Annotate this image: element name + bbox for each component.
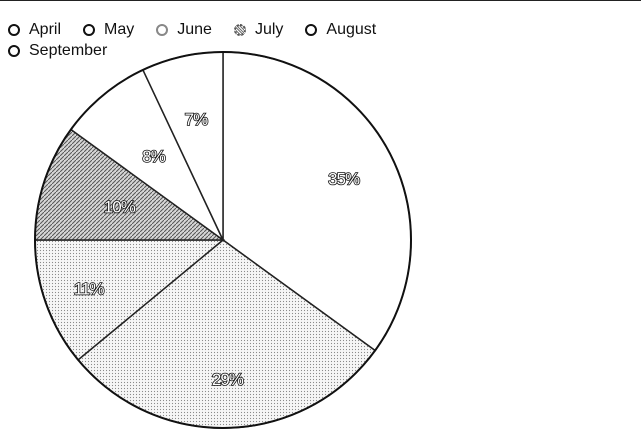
legend-marker-august xyxy=(305,23,318,36)
legend-marker-june xyxy=(156,23,169,36)
top-border xyxy=(0,0,641,1)
legend-item-april[interactable]: April xyxy=(8,20,61,39)
legend-item-july[interactable]: July xyxy=(233,20,284,39)
slice-label-may: 29% xyxy=(212,370,244,389)
legend-item-june[interactable]: June xyxy=(156,20,212,39)
legend-marker-april xyxy=(8,23,20,36)
chart-legend: April May June July August September xyxy=(8,20,478,60)
legend-item-may[interactable]: May xyxy=(83,20,134,39)
slice-label-april: 35% xyxy=(328,170,360,189)
legend-label-july: July xyxy=(254,21,284,38)
legend-marker-may xyxy=(83,23,96,36)
pie-outline xyxy=(34,51,412,429)
legend-label-june: June xyxy=(177,21,212,38)
legend-label-may: May xyxy=(104,21,135,38)
legend-item-september[interactable]: September xyxy=(8,41,107,60)
legend-label-april: April xyxy=(29,21,62,38)
legend-marker-september xyxy=(8,44,20,57)
slice-label-june: 11% xyxy=(74,279,105,298)
slice-label-july: 10% xyxy=(104,197,136,216)
legend-item-august[interactable]: August xyxy=(305,20,376,39)
slice-label-august: 8% xyxy=(142,147,165,166)
slice-label-september: 7% xyxy=(185,110,208,129)
legend-label-september: September xyxy=(29,42,108,59)
legend-marker-july xyxy=(233,23,246,36)
legend-label-august: August xyxy=(326,21,377,38)
